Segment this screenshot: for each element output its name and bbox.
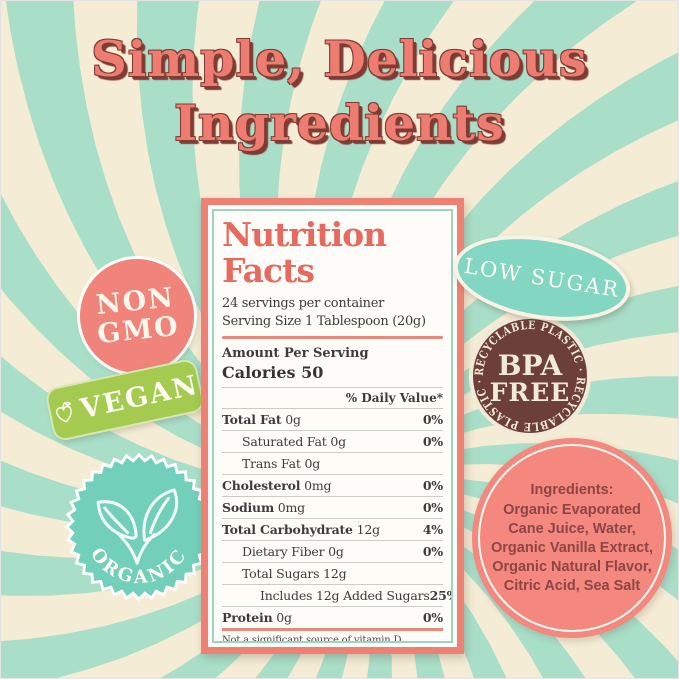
coral-divider	[222, 336, 443, 339]
badge-bpa-free: RECYCLABLE PLASTIC · RECYCLABLE PLASTIC …	[457, 303, 603, 449]
daily-value-header: % Daily Value*	[222, 388, 443, 409]
bpa-line-1: BPA	[498, 349, 564, 382]
nutrition-row: Trans Fat 0g	[222, 453, 443, 475]
nutrition-row: Dietary Fiber 0g 0%	[222, 541, 443, 563]
nutrition-row: Total Sugars 12g	[222, 563, 443, 585]
calories-value: 50	[301, 363, 324, 382]
footnote-significant-source: Not a significant source of vitamin D, c…	[222, 635, 404, 643]
nutrition-label: Nutrition Facts 24 servings per containe…	[201, 198, 464, 654]
leaves-icon	[96, 488, 179, 565]
apple-heart-icon	[56, 401, 72, 423]
non-gmo-line-2: GMO	[95, 310, 182, 351]
bpa-line-2: FREE	[490, 378, 571, 407]
ingredients-heading: Ingredients:	[530, 481, 614, 498]
nutrition-row: Sodium 0mg 0%	[222, 497, 443, 519]
organic-badge-graphic: ORGANIC	[64, 452, 214, 602]
badge-vegan: VEGAN	[44, 357, 206, 443]
page-title: Simple, Delicious Ingredients	[1, 27, 678, 155]
ingredients-text: Organic Evaporated Cane Juice, Water, Or…	[491, 501, 653, 594]
calories-label: Calories	[222, 363, 296, 382]
badge-organic: ORGANIC	[63, 451, 215, 603]
nutrition-row: Total Carbohydrate 12g 4%	[222, 519, 443, 541]
nutrition-row: Saturated Fat 0g 0%	[222, 431, 443, 453]
divider	[222, 387, 443, 388]
nutrition-rows: Total Fat 0g 0% Saturated Fat 0g 0% Trans Fa…	[222, 409, 451, 631]
serving-size: Serving Size 1 Tablespoon (20g)	[222, 314, 426, 329]
low-sugar-label: LOW SUGAR	[462, 253, 622, 303]
nutrition-label-inner: Nutrition Facts 24 servings per containe…	[212, 209, 453, 643]
bpa-badge-graphic: RECYCLABLE PLASTIC · RECYCLABLE PLASTIC …	[469, 315, 591, 437]
nutrition-row: Total Fat 0g 0%	[222, 409, 443, 431]
nutrition-row: Protein 0g 0%	[222, 607, 443, 631]
nutrition-row: Cholesterol 0mg 0%	[222, 475, 443, 497]
calories-line: Calories 50	[222, 362, 443, 383]
servings-per-container: 24 servings per container	[222, 296, 385, 311]
title-line-1: Simple, Delicious	[91, 30, 588, 88]
nutrition-facts-title: Nutrition Facts	[222, 215, 387, 290]
amount-per-serving: Amount Per Serving	[222, 346, 369, 361]
badge-ingredients: Ingredients: Organic Evaporated Cane Jui…	[472, 438, 672, 638]
title-line-2: Ingredients	[174, 94, 505, 152]
